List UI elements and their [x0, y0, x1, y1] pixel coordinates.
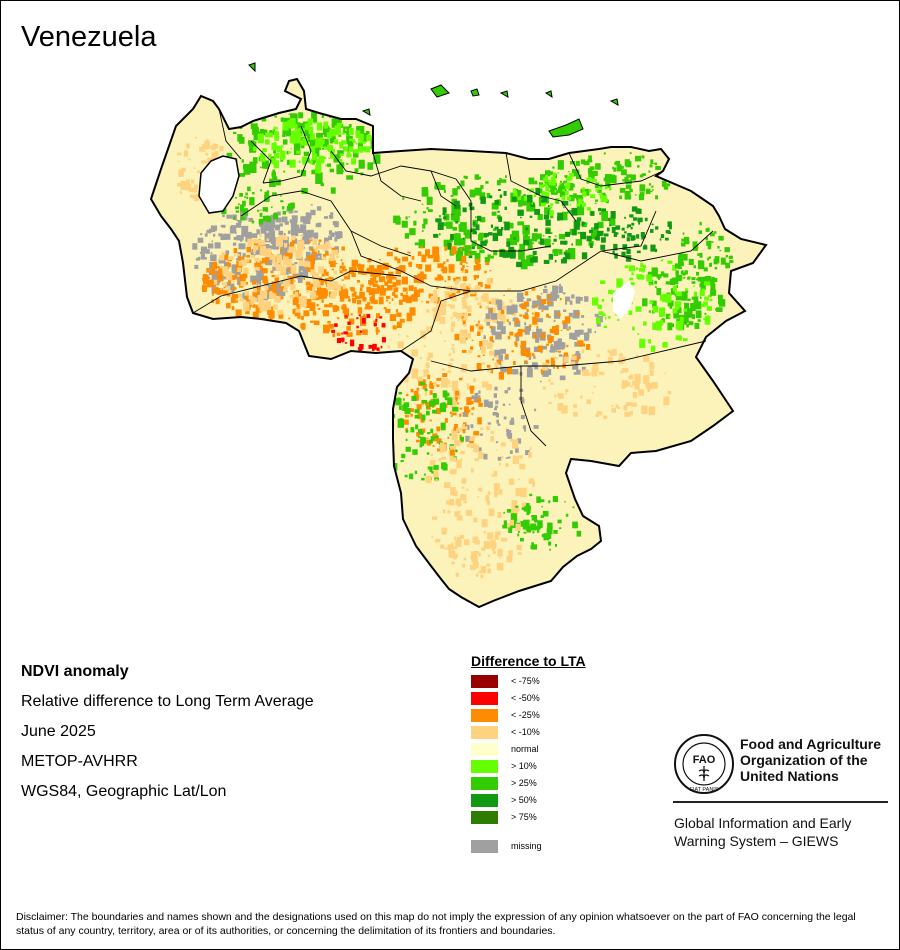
giews-name: Global Information and Early Warning Sys…: [674, 814, 851, 850]
legend-label: < -75%: [511, 676, 540, 686]
legend-label: > 10%: [511, 761, 537, 771]
sensor: METOP-AVHRR: [21, 753, 138, 770]
legend-label: < -50%: [511, 693, 540, 703]
legend-swatch: [471, 743, 498, 756]
legend-swatch: [471, 692, 498, 705]
map-title: Venezuela: [21, 21, 157, 53]
legend-label: missing: [511, 841, 542, 851]
svg-text:FIAT PANIS: FIAT PANIS: [689, 787, 718, 793]
legend-item: < -25%: [471, 708, 586, 725]
legend-swatch: [471, 794, 498, 807]
legend-item: < -10%: [471, 725, 586, 742]
legend-label: > 75%: [511, 812, 537, 822]
organization-name: Food and Agriculture Organization of the…: [740, 736, 881, 784]
org-name-line: Organization of the: [740, 752, 868, 768]
country-land: [151, 79, 766, 607]
legend-item-missing: missing: [471, 839, 586, 856]
legend-item: > 10%: [471, 759, 586, 776]
disclaimer: Disclaimer: The boundaries and names sho…: [16, 911, 856, 937]
giews-line: Global Information and Early: [674, 815, 852, 831]
state-boundaries: [192, 108, 714, 447]
fao-logo-icon: FAO FIAT PANIS: [674, 734, 734, 794]
org-name-line: Food and Agriculture: [740, 736, 882, 752]
legend-swatch: [471, 811, 498, 824]
divider: [673, 801, 888, 803]
giews-line: Warning System – GIEWS: [674, 833, 839, 849]
legend-swatch: [471, 709, 498, 722]
projection: WGS84, Geographic Lat/Lon: [21, 783, 227, 800]
lake-maracaibo: [198, 155, 240, 214]
period: June 2025: [21, 723, 96, 740]
legend-label: > 25%: [511, 778, 537, 788]
legend-item: normal: [471, 742, 586, 759]
country-border: [149, 77, 768, 609]
legend-item: > 75%: [471, 810, 586, 827]
legend-item: < -75%: [471, 674, 586, 691]
legend-item: > 25%: [471, 776, 586, 793]
ndvi-map: [149, 62, 768, 609]
legend-label: normal: [511, 744, 539, 754]
caribbean-islands: [248, 62, 619, 138]
legend-swatch: [471, 760, 498, 773]
legend-label: < -10%: [511, 727, 540, 737]
legend-label: < -25%: [511, 710, 540, 720]
legend-label: > 50%: [511, 795, 537, 805]
legend: Difference to LTA < -75% < -50% < -25% <…: [471, 653, 586, 856]
map-info: NDVI anomaly Relative difference to Long…: [21, 657, 314, 807]
legend-swatch: [471, 840, 498, 853]
svg-text:FAO: FAO: [693, 754, 716, 766]
legend-swatch: [471, 726, 498, 739]
product-name: NDVI anomaly: [21, 663, 129, 680]
product-description: Relative difference to Long Term Average: [21, 693, 314, 710]
legend-item: > 50%: [471, 793, 586, 810]
legend-item: < -50%: [471, 691, 586, 708]
legend-title: Difference to LTA: [471, 653, 586, 669]
legend-swatch: [471, 777, 498, 790]
org-name-line: United Nations: [740, 768, 839, 784]
legend-swatch: [471, 675, 498, 688]
